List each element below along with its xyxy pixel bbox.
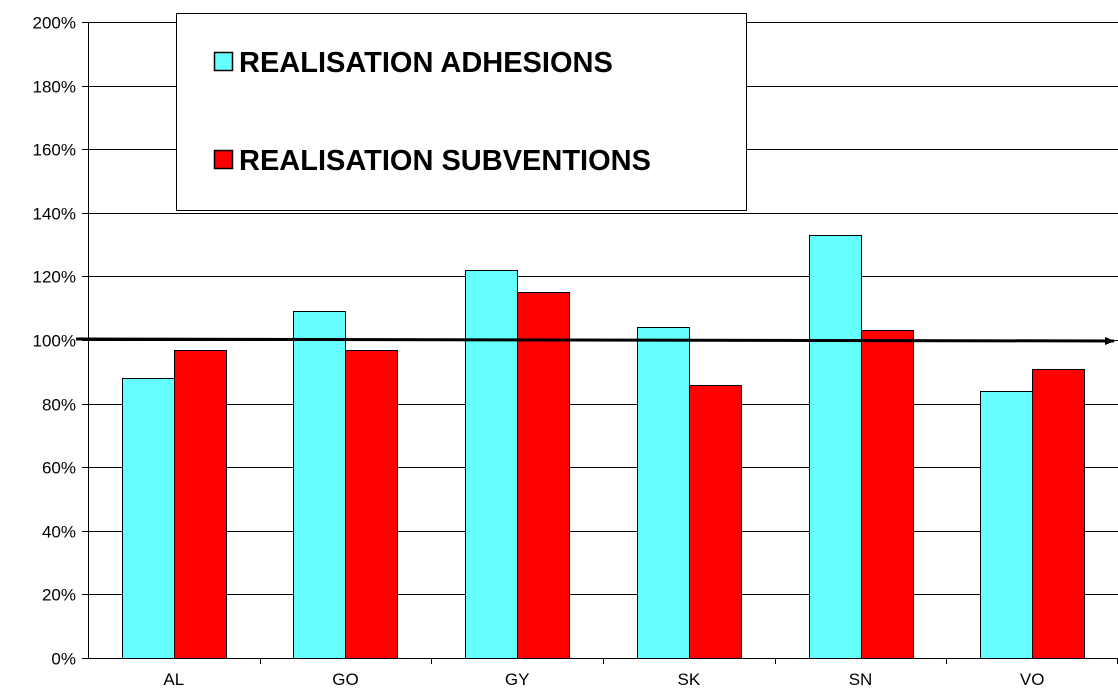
y-tick-label: 0%: [51, 650, 76, 669]
y-tick-label: 200%: [33, 14, 76, 33]
legend-swatch: [213, 51, 234, 72]
y-tick-label: 120%: [33, 268, 76, 287]
x-tick-label: SN: [849, 670, 873, 689]
y-tick-label: 80%: [42, 396, 76, 415]
bar: [809, 235, 862, 659]
bar: [689, 385, 742, 659]
axes: 0% 20% 40% 60% 80% 100% 120% 140% 160% 180% 200% AL…: [33, 14, 1118, 689]
bar: [293, 311, 346, 659]
bar: [174, 350, 227, 659]
y-tick-label: 40%: [42, 523, 76, 542]
y-tick-label: 140%: [33, 205, 76, 224]
y-tick-label: 100%: [33, 332, 76, 351]
bar: [1032, 369, 1085, 659]
x-tick-label: GO: [332, 670, 358, 689]
bar: [637, 327, 690, 659]
bar: [861, 330, 914, 659]
legend: REALISATION ADHESIONS REALISATION SUBVENT…: [176, 13, 747, 211]
bar: [980, 391, 1033, 659]
legend-box: [176, 13, 747, 211]
legend-label: REALISATION SUBVENTIONS: [239, 145, 651, 177]
bar: [122, 378, 175, 659]
bar: [465, 270, 518, 659]
reference-line-group: [75, 336, 1115, 345]
y-tick-label: 20%: [42, 586, 76, 605]
x-tick-label: SK: [677, 670, 700, 689]
y-tick-label: 160%: [33, 141, 76, 160]
legend-label: REALISATION ADHESIONS: [239, 47, 613, 79]
y-tick-label: 180%: [33, 78, 76, 97]
x-tick-label: VO: [1020, 670, 1045, 689]
x-tick-label: AL: [163, 670, 184, 689]
reference-arrow-line: [75, 336, 1115, 345]
bars: [122, 235, 1085, 659]
bar: [345, 350, 398, 659]
x-tick-label: GY: [505, 670, 530, 689]
y-tick-label: 60%: [42, 459, 76, 478]
bar: [517, 292, 570, 659]
legend-swatch: [213, 149, 234, 170]
